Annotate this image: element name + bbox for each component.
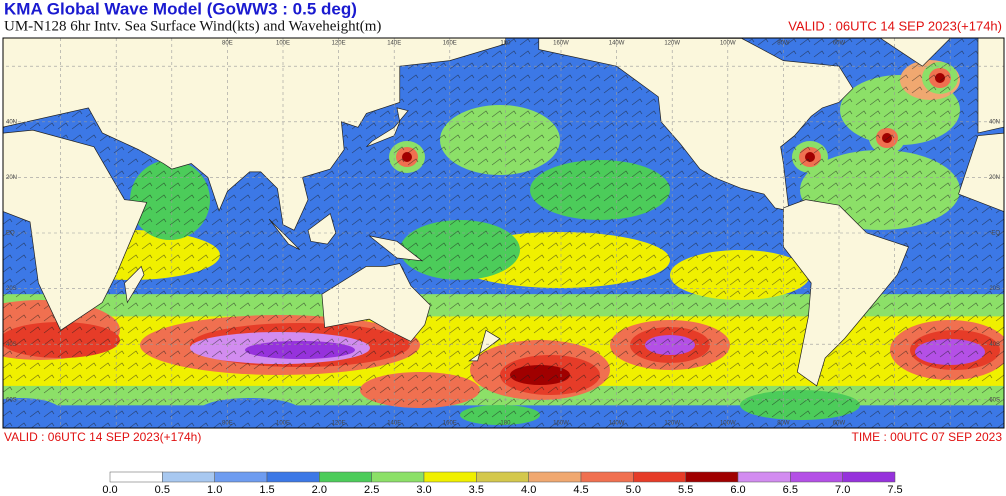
land [538,38,854,212]
colorbar-bin [528,471,582,483]
valid-time: VALID : 06UTC 14 SEP 2023(+174h) [788,18,1002,33]
land [268,218,300,250]
map-frame [2,37,1005,429]
colorbar-bin [371,471,425,483]
lon-label: 140E [387,421,401,427]
lon-label: 140W [609,41,625,47]
colorbar-label: 0.5 [155,484,170,496]
colorbar-bin [633,471,686,483]
colorbar: 0.0 0.5 1.0 1.5 2.0 2.5 3.0 3.5 4.0 4.5 5.0 5.5 6.0 6… [102,471,903,496]
colorbar-bin [476,471,529,483]
lon-label: 120W [664,421,680,427]
colorbar-bin [790,471,843,483]
lon-label: 100E [276,41,290,47]
colorbar-label: 3.0 [416,484,431,496]
land [124,265,145,304]
colorbar-bin [423,471,477,483]
colorbar-bin [685,471,739,483]
colorbar-label: 1.5 [259,484,274,496]
land [468,329,501,362]
lon-label: 120E [332,421,346,427]
lon-label: 140E [387,41,401,47]
lon-label: 60W [833,41,846,47]
colorbar-label: 7.5 [887,484,902,496]
lon-label: 160W [553,41,569,47]
title: KMA Global Wave Model (GoWW3 : 0.5 deg) [4,0,357,18]
lat-label: 20S [6,286,17,292]
lon-label: 160E [443,41,457,47]
subtitle: UM-N128 6hr Intv. Sea Surface Wind(kts) … [4,18,381,34]
lon-label: 120W [664,41,680,47]
lat-label: 60S [6,397,17,403]
colorbar-label: 7.0 [835,484,850,496]
lon-label: 100W [720,421,736,427]
lon-label: 140W [609,421,625,427]
colorbar-bin [266,471,320,483]
colorbar-label: 2.0 [312,484,327,496]
lon-label: 80W [777,421,790,427]
land [977,38,1004,134]
colorbar-label: 1.0 [207,484,222,496]
land [783,199,909,387]
colorbar-label: 4.0 [521,484,536,496]
lon-label: 100W [720,41,736,47]
land [307,212,337,245]
colorbar-label: 5.0 [626,484,641,496]
lon-label: 80E [222,41,233,47]
lat-label: 40N [989,119,1000,125]
lon-label: 100E [276,421,290,427]
lat-label: 40N [6,119,17,125]
lon-label: 160W [553,421,569,427]
lat-label: 40S [989,342,1000,348]
colorbar-label: 5.5 [678,484,693,496]
colorbar-bin [319,471,372,483]
lat-label: EQ [6,231,15,237]
lat-label: 20N [989,175,1000,181]
map: 80E 80E 100E 100E 120E 120E 140E 140E 160E 160E 18… [3,38,1004,428]
colorbar-label: 0.0 [102,484,117,496]
lat-label: 20S [989,286,1000,292]
colorbar-bin [580,471,634,483]
colorbar-label: 4.5 [573,484,588,496]
land [3,38,506,231]
lon-label: 80W [777,41,790,47]
colorbar-bin [162,471,215,483]
colorbar-label: 2.5 [364,484,379,496]
lat-label: EQ [991,231,1000,237]
lat-label: 40S [6,342,17,348]
lon-label: 80E [222,421,233,427]
land [366,107,409,148]
colorbar-bin [109,471,163,483]
footer-valid: VALID : 06UTC 14 SEP 2023(+174h) [4,430,201,444]
lat-label: 20N [6,175,17,181]
colorbar-label: 6.5 [783,484,798,496]
colorbar-label: 3.5 [469,484,484,496]
land [321,263,431,342]
land [368,235,424,262]
colorbar-bin [737,471,791,483]
lon-label: 180 [500,421,511,427]
land [3,129,148,331]
lon-label: 120E [332,41,346,47]
colorbar-label: 6.0 [730,484,745,496]
footer-time: TIME : 00UTC 07 SEP 2023 [851,430,1002,444]
land [958,132,1004,212]
lon-label: 180 [500,41,511,47]
lon-label: 160E [443,421,457,427]
lon-label: 60W [833,421,846,427]
lat-label: 60S [989,397,1000,403]
colorbar-bin [214,471,268,483]
colorbar-bin [842,471,896,483]
